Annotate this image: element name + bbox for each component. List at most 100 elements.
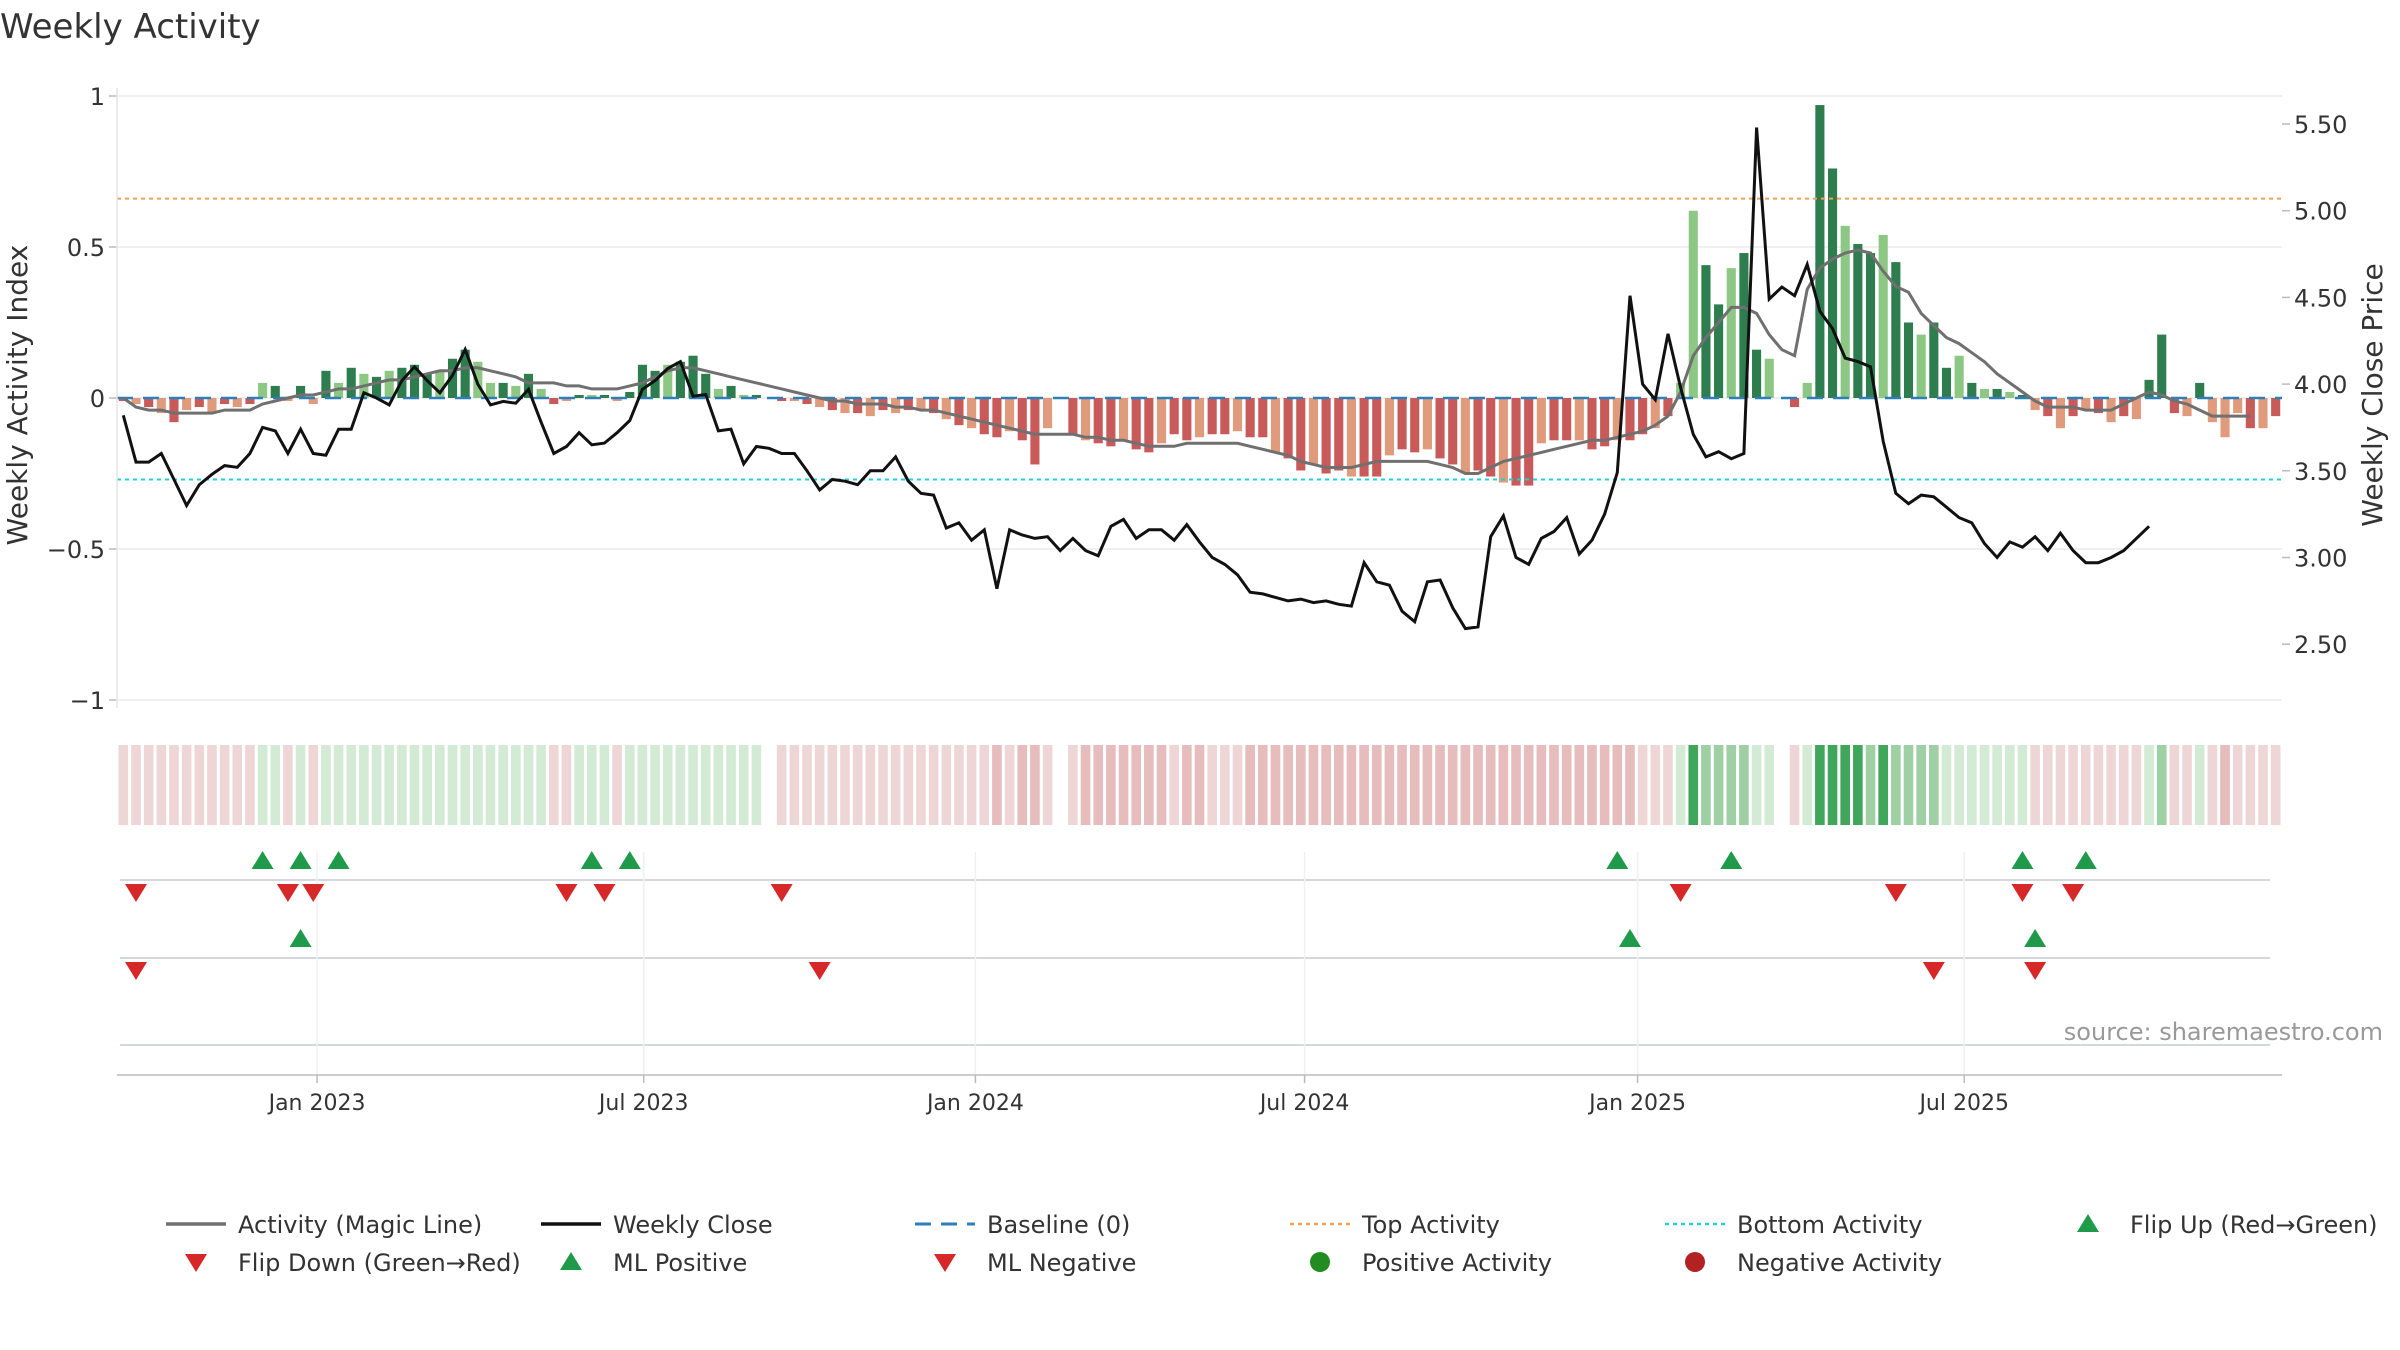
right-tick-label: 3.00 — [2294, 545, 2347, 573]
activity-bar — [2207, 398, 2217, 423]
activity-bar — [815, 398, 825, 408]
colorband-cell — [675, 745, 686, 825]
colorband-cell — [1346, 745, 1357, 825]
right-tick-label: 5.50 — [2294, 111, 2347, 139]
activity-bar — [1422, 398, 1432, 450]
legend-label: Flip Up (Red→Green) — [2130, 1211, 2378, 1239]
activity-bar — [2005, 391, 2015, 398]
colorband-cell — [1042, 745, 1053, 825]
colorband-cell — [2106, 745, 2116, 825]
colorband-cell — [1017, 745, 1028, 825]
left-tick-label: 0.5 — [67, 234, 105, 262]
legend-item: Negative Activity — [1685, 1249, 1942, 1277]
activity-bar — [777, 398, 787, 402]
legend-label: Activity (Magic Line) — [238, 1211, 482, 1239]
activity-bar — [1764, 358, 1774, 398]
activity-bar — [853, 398, 863, 414]
activity-bar — [232, 398, 242, 408]
activity-bar — [865, 398, 875, 417]
flip-down-marker — [124, 884, 147, 902]
colorband-cell — [2182, 745, 2192, 825]
activity-bar — [321, 370, 331, 398]
colorband-cell — [928, 745, 939, 825]
colorband-cell — [1561, 745, 1572, 825]
colorband-cell — [435, 745, 445, 825]
colorband-cell — [143, 745, 154, 825]
activity-bar — [1372, 398, 1382, 477]
colorband-cell — [498, 745, 508, 825]
activity-bar — [1498, 398, 1508, 483]
colorband-cell — [1853, 745, 1863, 825]
colorband-cell — [2245, 745, 2256, 825]
colorband-cell — [1321, 745, 1331, 825]
activity-bar — [612, 398, 622, 402]
activity-bar — [1891, 262, 1901, 398]
activity-bar — [954, 398, 964, 426]
activity-bar — [2017, 394, 2028, 398]
colorband-cell — [118, 745, 129, 825]
activity-bar — [1030, 398, 1040, 465]
colorband-cell — [713, 745, 724, 825]
activity-bar — [1992, 388, 2002, 398]
ml-positive-marker — [289, 929, 312, 947]
colorband-cell — [1283, 745, 1293, 825]
activity-bar — [1144, 398, 1154, 453]
colorband-cell — [409, 745, 420, 825]
flip-down-marker — [770, 884, 793, 902]
colorband-cell — [1359, 745, 1369, 825]
activity-bar — [485, 382, 496, 398]
activity-bar — [1954, 355, 1964, 398]
activity-bar — [1435, 398, 1445, 459]
colorband-cell — [865, 745, 876, 825]
colorband-cell — [827, 745, 838, 825]
legend-label: Top Activity — [1361, 1211, 1500, 1239]
activity-bar — [992, 398, 1002, 438]
ml-negative-marker — [1922, 962, 1945, 980]
activity-bar — [701, 373, 711, 398]
colorband-cell — [688, 745, 698, 825]
activity-bar — [1182, 398, 1192, 441]
colorband-cell — [1650, 745, 1661, 825]
colorband-cell — [624, 745, 635, 825]
activity-bar — [675, 361, 685, 398]
activity-bar — [903, 398, 913, 411]
activity-bar — [2119, 398, 2129, 417]
colorband-cell — [1447, 745, 1458, 825]
legend-swatch — [2077, 1214, 2099, 1232]
left-tick-label: 1 — [90, 83, 105, 111]
colorband-cell — [2055, 745, 2066, 825]
colorband-cell — [1865, 745, 1876, 825]
activity-bar — [713, 388, 723, 398]
colorband-cell — [1878, 745, 1888, 825]
activity-bar — [1093, 398, 1103, 444]
activity-bar — [1941, 367, 1952, 398]
activity-bar — [245, 398, 255, 405]
legend-item: Flip Up (Red→Green) — [2077, 1211, 2378, 1239]
colorband-cell — [460, 745, 470, 825]
colorband-cell — [1118, 745, 1129, 825]
activity-bar — [2233, 398, 2243, 414]
colorband-cell — [1903, 745, 1914, 825]
colorband-cell — [1498, 745, 1509, 825]
flip-up-marker — [1606, 851, 1629, 869]
colorband-cell — [1131, 745, 1142, 825]
activity-bar — [1612, 398, 1622, 441]
colorband-cell — [1106, 745, 1116, 825]
activity-bar — [827, 398, 837, 411]
activity-bar — [1169, 398, 1179, 435]
activity-bar — [1574, 398, 1584, 441]
activity-bar — [1296, 398, 1306, 471]
colorband-cell — [283, 745, 293, 825]
colorband-cell — [789, 745, 800, 825]
colorband-cell — [232, 745, 243, 825]
activity-bar — [1650, 398, 1660, 429]
activity-bar — [2055, 398, 2065, 429]
activity-bar — [1929, 322, 1939, 398]
flip-up-marker — [327, 851, 350, 869]
colorband-cell — [1080, 745, 1091, 825]
colorband-cell — [852, 745, 863, 825]
colorband-cell — [2042, 745, 2053, 825]
activity-bar — [1473, 398, 1483, 471]
weekly-close-line — [121, 127, 2151, 631]
